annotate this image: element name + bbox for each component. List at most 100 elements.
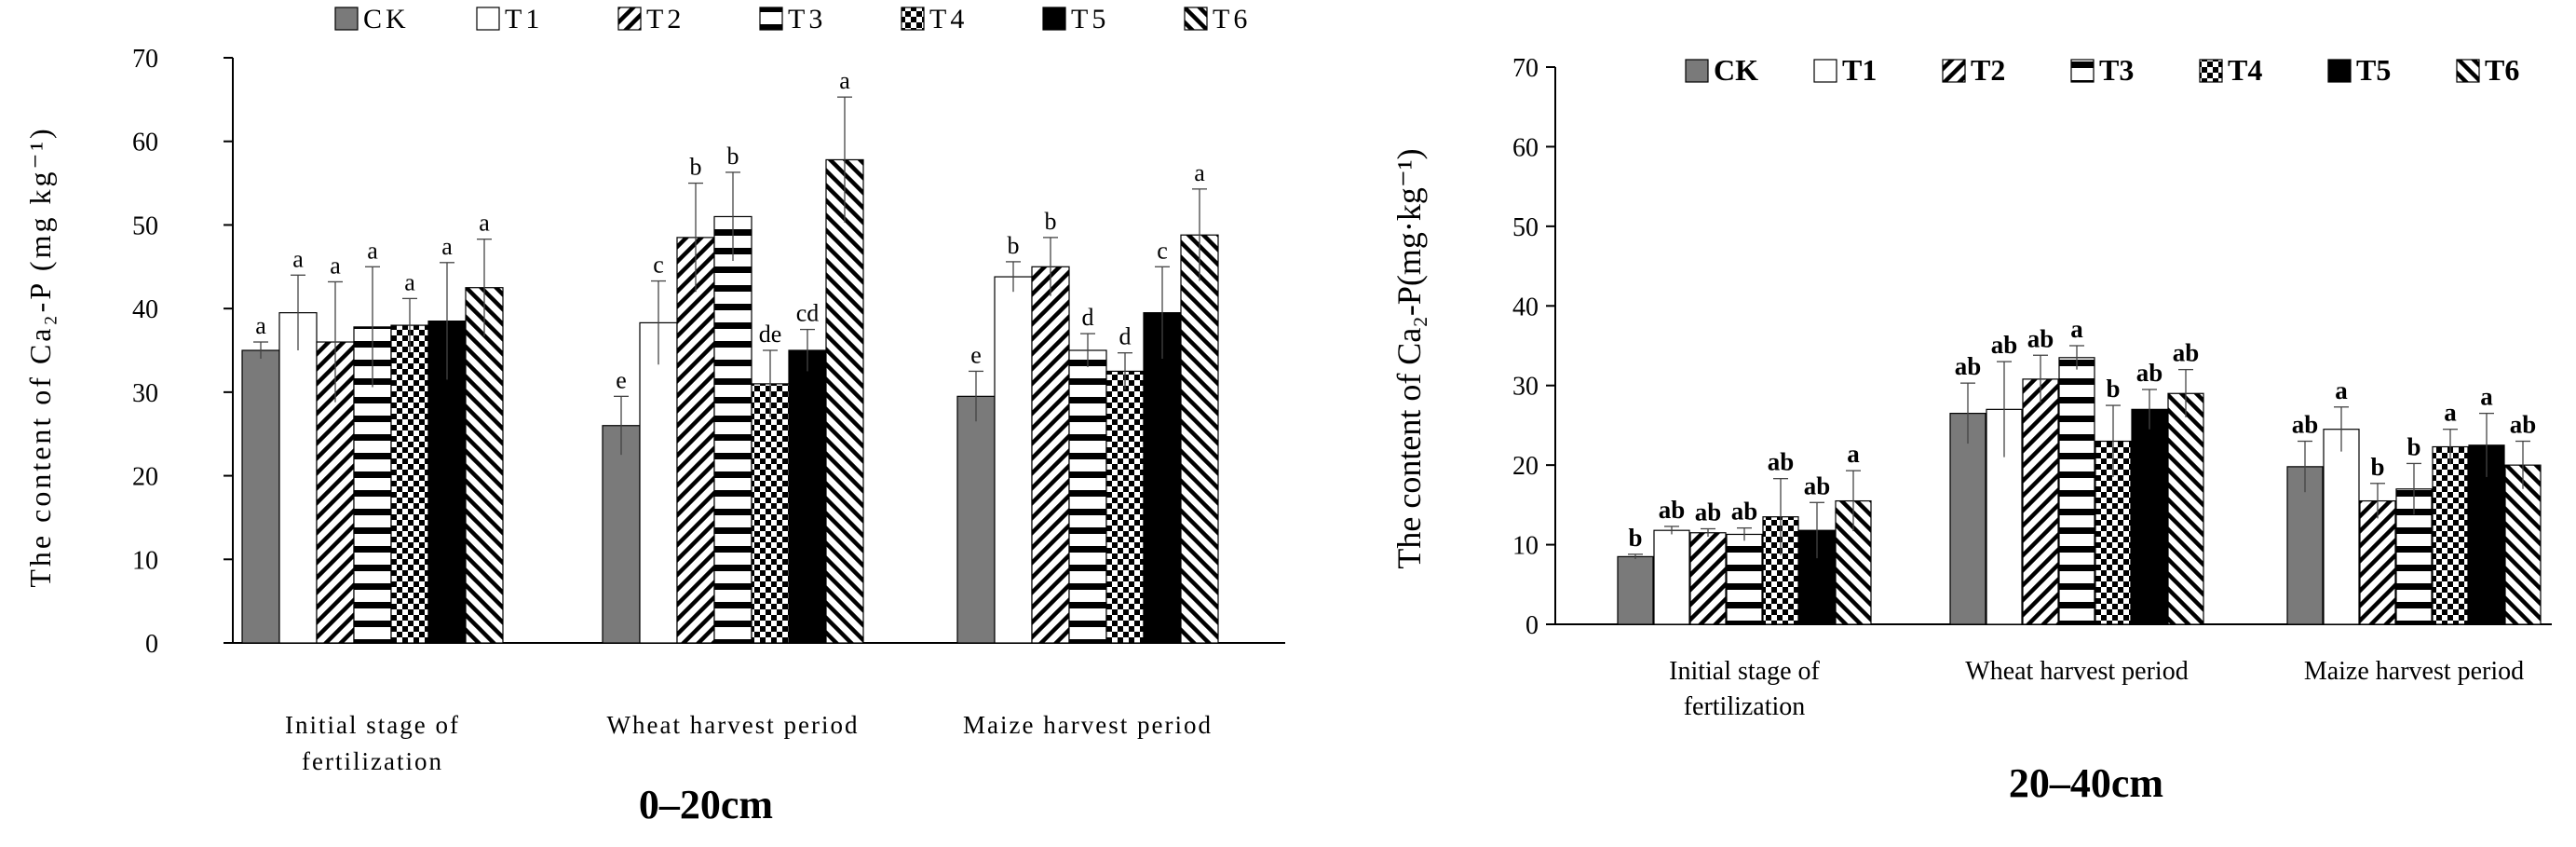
y-tick-label: 20: [1512, 452, 1539, 481]
bar-t3-1: [713, 215, 752, 644]
bar-t5-2: [1143, 312, 1182, 644]
y-tick-label: 40: [132, 295, 158, 324]
legend-swatch-t3: [2070, 59, 2095, 83]
significance-letter: a: [2070, 315, 2083, 343]
significance-letter: cd: [796, 300, 820, 327]
significance-letter: a: [367, 237, 378, 264]
legend-label-ck: CK: [363, 4, 410, 34]
significance-letter: a: [441, 233, 453, 260]
bar-ck-2: [956, 395, 996, 644]
bar-t1-1: [639, 321, 678, 644]
bar-t6-0: [465, 287, 504, 644]
category-labels: Initial stage of fertilization Wheat harve…: [285, 711, 1211, 775]
significance-letter: a: [1194, 159, 1205, 186]
legend-label-t6: T6: [2485, 53, 2519, 87]
significance-letter: b: [2407, 432, 2420, 460]
y-tick-label: 10: [132, 546, 158, 575]
bar-t4-0: [390, 324, 429, 644]
bar-t6-1: [2167, 392, 2204, 625]
legend-label-t2: T2: [646, 4, 685, 34]
legend-label-t1: T1: [1842, 53, 1877, 87]
significance-letter: de: [759, 321, 782, 348]
legend-swatch-t2: [617, 7, 642, 31]
legend-swatch-t6: [1184, 7, 1208, 31]
bar-ck-1: [1949, 413, 1986, 625]
y-tick-label: 60: [132, 129, 158, 157]
legend-label-ck: CK: [1714, 53, 1758, 87]
bar-t6-2: [2504, 464, 2542, 625]
bar-t2-1: [676, 237, 715, 644]
significance-letter: c: [653, 252, 664, 279]
significance-letter: b: [1008, 232, 1020, 259]
y-tick-label: 30: [1512, 373, 1539, 402]
significance-letter: e: [970, 341, 982, 368]
legend-label-t6: T6: [1213, 4, 1251, 34]
significance-letter: d: [1082, 304, 1094, 331]
legend-swatch-ck: [334, 7, 359, 31]
legend-swatch-t3: [759, 7, 783, 31]
y-tick-label: 60: [1512, 133, 1539, 162]
significance-letter: ab: [1695, 498, 1722, 526]
y-tick-label: 0: [145, 630, 158, 659]
legend-swatch-t6: [2456, 59, 2480, 83]
bar-t6-2: [1180, 234, 1219, 644]
legend-swatch-t5: [2327, 59, 2352, 83]
legend-label-t2: T2: [1971, 53, 2005, 87]
y-tick-label: 20: [132, 463, 158, 492]
legend: CK T1 T2 T3 T4 T5 T6: [1685, 53, 2519, 87]
significance-letter: ab: [1659, 496, 1686, 524]
significance-letter: ab: [1804, 471, 1831, 499]
bar-ck-0: [241, 349, 280, 644]
significance-letter: a: [404, 268, 415, 295]
significance-letter: ab: [2136, 359, 2163, 387]
significance-letter: ab: [2173, 339, 2200, 367]
bar-ck-2: [2286, 466, 2324, 625]
bar-t6-1: [825, 158, 864, 644]
bar-t2-0: [1689, 532, 1727, 625]
y-tick-label: 0: [1525, 611, 1539, 640]
significance-letter: a: [255, 312, 266, 339]
y-tick-label: 10: [1512, 532, 1539, 561]
legend-label-t4: T4: [929, 4, 968, 34]
significance-letter: b: [1628, 524, 1642, 552]
significance-letter: b: [2106, 375, 2120, 403]
category-label: Wheat harvest period: [607, 711, 860, 739]
category-label: Initial stage of: [1669, 657, 1820, 686]
legend-swatch-t1: [1813, 59, 1837, 83]
significance-letter: b: [1045, 208, 1057, 235]
y-axis-label: The content of Ca₂-P (mg kg⁻¹): [23, 126, 57, 587]
category-label: Wheat harvest period: [1965, 657, 2188, 686]
significance-letter: b: [727, 143, 739, 170]
bar-ck-1: [602, 425, 641, 644]
significance-letter: ab: [1768, 448, 1795, 476]
category-label: Maize harvest period: [2304, 657, 2524, 686]
legend-swatch-ck: [1685, 59, 1709, 83]
category-label: fertilization: [1684, 692, 1806, 721]
chart-title: 0–20cm: [639, 782, 773, 827]
significance-letter: ab: [1955, 352, 1982, 380]
significance-letter: d: [1119, 323, 1132, 350]
category-label: fertilization: [302, 747, 443, 775]
significance-letter: ab: [1731, 498, 1758, 526]
legend-label-t3: T3: [788, 4, 826, 34]
significance-letter: b: [690, 154, 702, 181]
legend-label-t5: T5: [2356, 53, 2391, 87]
significance-letter: e: [616, 366, 627, 393]
legend: CK T1 T2 T3 T4 T5 T6: [334, 4, 1251, 34]
significance-letter: c: [1157, 237, 1168, 264]
significance-letter: a: [1847, 440, 1860, 468]
legend-swatch-t1: [476, 7, 500, 31]
bar-t2-2: [1031, 266, 1070, 644]
bar-t1-0: [278, 312, 318, 644]
significance-letter: a: [2335, 376, 2348, 404]
significance-letter: b: [2370, 453, 2384, 481]
significance-letter: a: [292, 245, 304, 272]
bar-t1-2: [2323, 429, 2360, 625]
y-tick-label: 70: [1512, 54, 1539, 83]
bar-ck-0: [1617, 555, 1654, 625]
bar-t3-2: [1068, 349, 1107, 644]
